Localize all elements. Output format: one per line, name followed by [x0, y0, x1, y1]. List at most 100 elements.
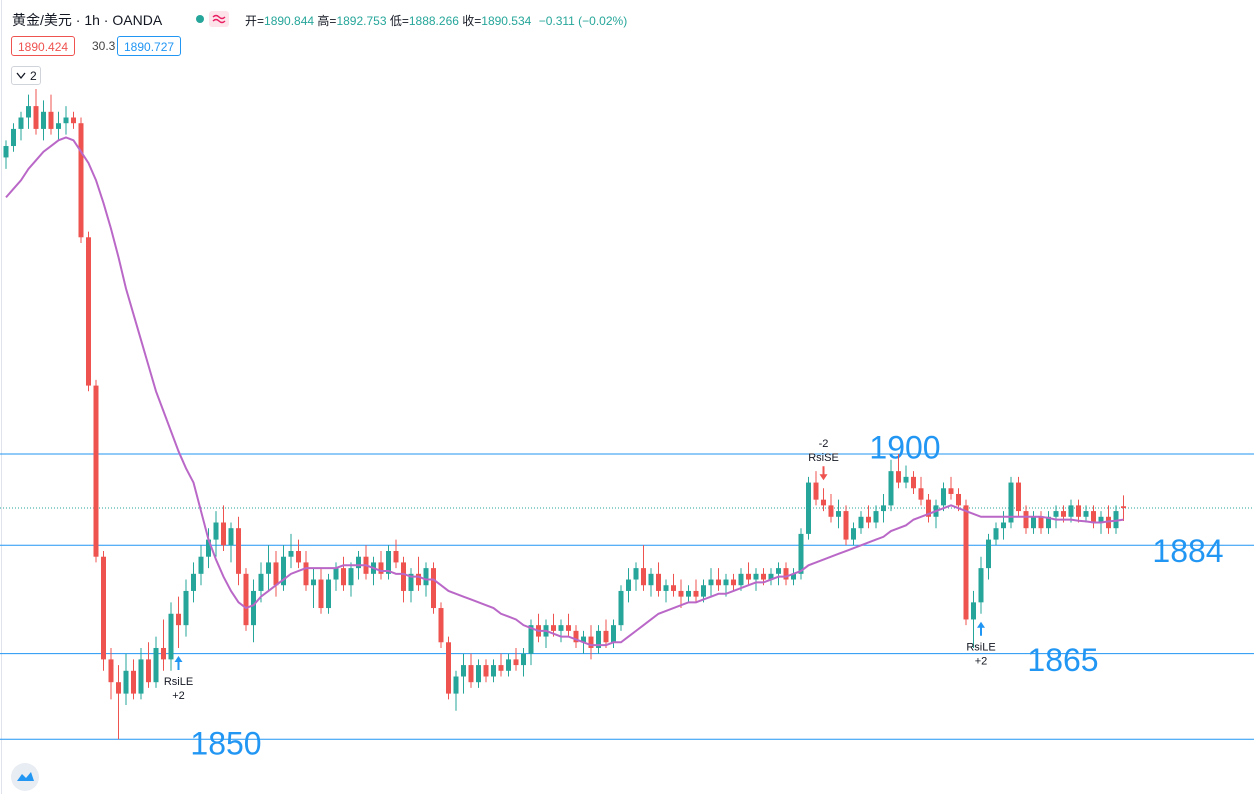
- candle-body: [476, 665, 481, 683]
- candle-body: [671, 585, 676, 591]
- candle-body: [858, 516, 864, 529]
- candle-body: [1091, 511, 1096, 523]
- candle-body: [18, 117, 24, 129]
- candle-body: [888, 471, 894, 506]
- candle-body: [926, 499, 931, 517]
- low-label: 低=: [389, 14, 409, 28]
- candle-body: [416, 573, 421, 586]
- signal-arrow: [174, 655, 183, 670]
- source: OANDA: [112, 12, 163, 28]
- candle-body: [1098, 516, 1104, 523]
- candle-body: [273, 562, 279, 586]
- candle-body: [311, 579, 316, 586]
- logo-mark: [17, 772, 34, 781]
- candle-body: [453, 676, 459, 694]
- candle-body: [93, 385, 99, 557]
- candle-body: [618, 590, 624, 626]
- candle-body: [798, 533, 804, 574]
- close-label: 收=: [462, 14, 482, 28]
- high-label: 高=: [317, 14, 337, 28]
- candle-body: [461, 665, 466, 677]
- candle-body: [656, 573, 661, 591]
- candle-body: [1053, 511, 1059, 517]
- candle-body: [191, 573, 196, 591]
- candle-body: [423, 568, 429, 586]
- candle-body: [588, 636, 594, 648]
- candle-body: [318, 579, 324, 609]
- candle-body: [708, 579, 714, 586]
- candle-body: [131, 670, 136, 694]
- open-value: 1890.844: [264, 14, 315, 28]
- candle-body: [63, 117, 69, 124]
- buy-button[interactable]: 1890.727: [117, 36, 182, 56]
- candle-body: [168, 613, 174, 660]
- status-icons: [196, 11, 229, 27]
- candle-body: [1031, 516, 1036, 529]
- candle-body: [813, 482, 819, 500]
- candle-body: [26, 106, 31, 118]
- candle-body: [401, 562, 406, 591]
- sell-button[interactable]: 1890.424: [11, 36, 76, 56]
- candle-body: [183, 590, 189, 626]
- signal-qty: +2: [975, 656, 988, 668]
- candle-body: [41, 111, 46, 129]
- candle-body: [288, 551, 294, 557]
- candle-body: [596, 630, 601, 648]
- candle-body: [1038, 516, 1044, 529]
- candle-body: [198, 556, 204, 574]
- candle-body: [978, 568, 984, 603]
- open-label: 开=: [245, 14, 265, 28]
- candle-body: [48, 111, 54, 129]
- candle-body: [603, 630, 609, 643]
- candle-body: [1016, 482, 1021, 512]
- level-label: 1850: [190, 726, 261, 762]
- candle-body: [468, 665, 474, 683]
- candle-body: [693, 590, 699, 597]
- candle-body: [356, 556, 361, 569]
- candle-body: [701, 585, 706, 597]
- candle-body: [843, 511, 849, 540]
- signal-arrow: [819, 466, 828, 481]
- candle-body: [903, 476, 909, 483]
- candle-body: [176, 613, 181, 626]
- candle-body: [851, 528, 856, 540]
- candle-body: [551, 625, 556, 631]
- candle-body: [333, 568, 339, 580]
- candle-body: [806, 482, 811, 534]
- signal-qty: -2: [819, 438, 829, 450]
- market-dot: [196, 15, 204, 23]
- candle-body: [341, 568, 346, 586]
- logo[interactable]: [11, 763, 39, 791]
- signal-arrow: [977, 621, 985, 636]
- close-value: 1890.534: [481, 14, 532, 28]
- candle-body: [266, 562, 271, 574]
- candle-body: [716, 579, 721, 586]
- candle-body: [498, 665, 504, 671]
- candle-body: [686, 590, 691, 597]
- indicator-toggle[interactable]: 2: [11, 66, 41, 85]
- candle-body: [1121, 506, 1126, 509]
- signal-label: RsiLE: [966, 642, 995, 654]
- candle-body: [753, 573, 759, 580]
- candle-body: [521, 653, 526, 666]
- candle-body: [138, 659, 144, 694]
- candle-body: [611, 625, 616, 643]
- candle-body: [243, 573, 249, 626]
- candle-body: [821, 499, 826, 506]
- candle-body: [378, 562, 384, 574]
- candle-body: [993, 528, 999, 540]
- candle-body: [1106, 516, 1111, 529]
- candle-body: [723, 579, 729, 586]
- candle-body: [101, 556, 106, 660]
- candle-body: [1061, 511, 1066, 517]
- candle-body: [836, 511, 841, 517]
- candle-body: [221, 522, 226, 546]
- candle-body: [161, 647, 166, 660]
- candle-body: [123, 670, 129, 694]
- candle-body: [633, 568, 639, 580]
- candle-body: [956, 493, 961, 506]
- candle-body: [303, 562, 309, 586]
- candle-body: [408, 573, 414, 591]
- high-value: 1892.753: [336, 14, 387, 28]
